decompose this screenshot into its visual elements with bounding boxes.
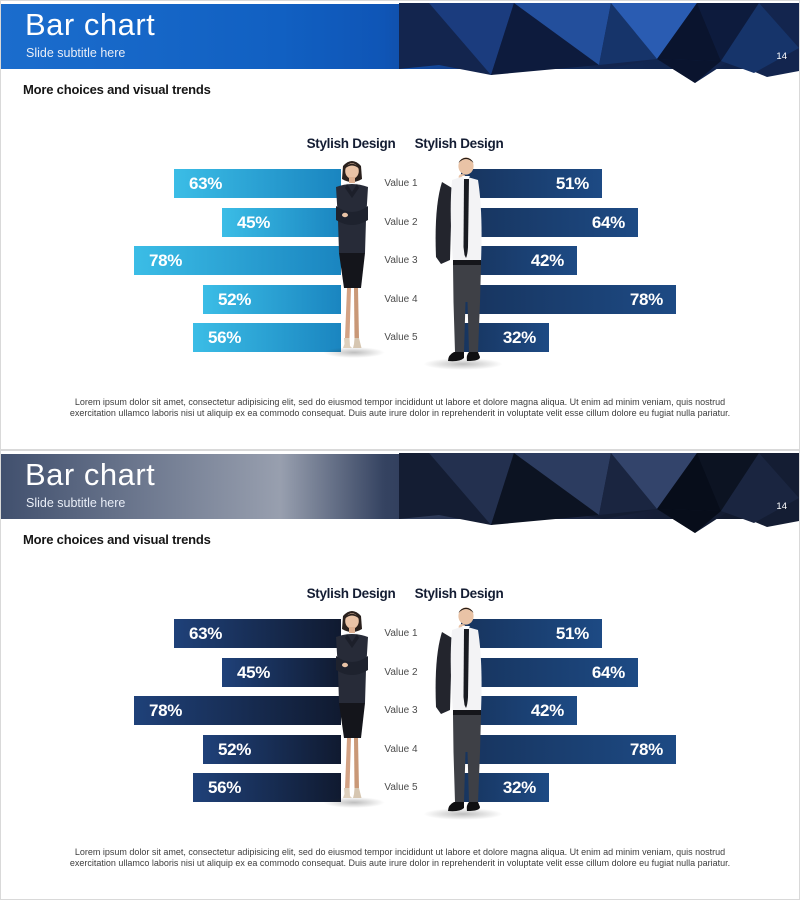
bar-left-5: 56% [193, 323, 341, 352]
businesswoman-photo [336, 611, 368, 798]
series-title-right: Stylish Design [414, 586, 504, 601]
section-heading: More choices and visual trends [23, 532, 211, 547]
bar-left-2: 45% [222, 208, 341, 237]
woman-shadow [323, 347, 385, 358]
bar-value-label: 52% [218, 739, 252, 759]
bar-value-label: 45% [237, 662, 271, 682]
bar-right-1: 51% [461, 169, 602, 198]
slide-subtitle: Slide subtitle here [26, 496, 126, 510]
bar-chart: 63% Value 1 51% 45% Value 2 64% 78% Value 3 42% 5… [1, 451, 799, 899]
bar-value-label: 63% [189, 623, 223, 643]
bar-left-4: 52% [203, 285, 341, 314]
slide-subtitle: Slide subtitle here [26, 46, 126, 60]
category-label: Value 3 [384, 705, 418, 716]
bar-value-label: 78% [629, 739, 663, 759]
bar-value-label: 42% [530, 250, 564, 270]
body-text: Lorem ipsum dolor sit amet, consectetur … [69, 397, 731, 418]
bar-right-4: 78% [461, 735, 676, 764]
category-label: Value 4 [384, 744, 418, 755]
businessman-photo [435, 157, 482, 362]
category-label: Value 5 [384, 332, 418, 343]
section-heading: More choices and visual trends [23, 82, 211, 97]
bar-value-label: 51% [555, 623, 589, 643]
category-label: Value 1 [384, 178, 418, 189]
slide-title: Bar chart [25, 457, 156, 492]
body-text: Lorem ipsum dolor sit amet, consectetur … [69, 847, 731, 868]
bar-left-1: 63% [174, 169, 341, 198]
slide-2[interactable]: Bar chart Slide subtitle here 14 More ch… [0, 450, 800, 900]
bar-value-label: 42% [530, 700, 564, 720]
bar-left-3: 78% [134, 696, 341, 725]
bar-value-label: 51% [555, 173, 589, 193]
bar-value-label: 78% [629, 289, 663, 309]
bar-right-1: 51% [461, 619, 602, 648]
bar-value-label: 52% [218, 289, 252, 309]
category-label: Value 1 [384, 628, 418, 639]
bar-value-label: 63% [189, 173, 223, 193]
polygon-decoration [399, 453, 799, 533]
businesswoman-photo [336, 161, 368, 348]
bar-chart: 63% Value 1 51% 45% Value 2 64% 78% Value 3 42% 5… [1, 1, 799, 449]
series-title-right: Stylish Design [414, 136, 504, 151]
page-number: 14 [776, 501, 787, 512]
businessman-photo [435, 607, 482, 812]
bar-value-label: 64% [591, 212, 625, 232]
category-label: Value 5 [384, 782, 418, 793]
bar-right-2: 64% [461, 658, 638, 687]
polygon-decoration [399, 3, 799, 83]
bar-left-2: 45% [222, 658, 341, 687]
bar-value-label: 45% [237, 212, 271, 232]
bar-left-1: 63% [174, 619, 341, 648]
bar-value-label: 78% [149, 250, 183, 270]
bar-value-label: 64% [591, 662, 625, 682]
bar-left-5: 56% [193, 773, 341, 802]
category-label: Value 2 [384, 667, 418, 678]
series-title-left: Stylish Design [306, 136, 396, 151]
bar-value-label: 56% [208, 777, 242, 797]
bar-left-4: 52% [203, 735, 341, 764]
slide-title: Bar chart [25, 7, 156, 42]
bar-right-4: 78% [461, 285, 676, 314]
category-label: Value 3 [384, 255, 418, 266]
man-shadow [423, 358, 503, 370]
bar-right-2: 64% [461, 208, 638, 237]
series-title-left: Stylish Design [306, 586, 396, 601]
woman-shadow [323, 797, 385, 808]
bar-value-label: 56% [208, 327, 242, 347]
bar-left-3: 78% [134, 246, 341, 275]
category-label: Value 4 [384, 294, 418, 305]
man-shadow [423, 808, 503, 820]
bar-value-label: 78% [149, 700, 183, 720]
bar-value-label: 32% [502, 777, 536, 797]
page-number: 14 [776, 51, 787, 62]
slide-1[interactable]: Bar chart Slide subtitle here 14 More ch… [0, 0, 800, 450]
bar-value-label: 32% [502, 327, 536, 347]
category-label: Value 2 [384, 217, 418, 228]
